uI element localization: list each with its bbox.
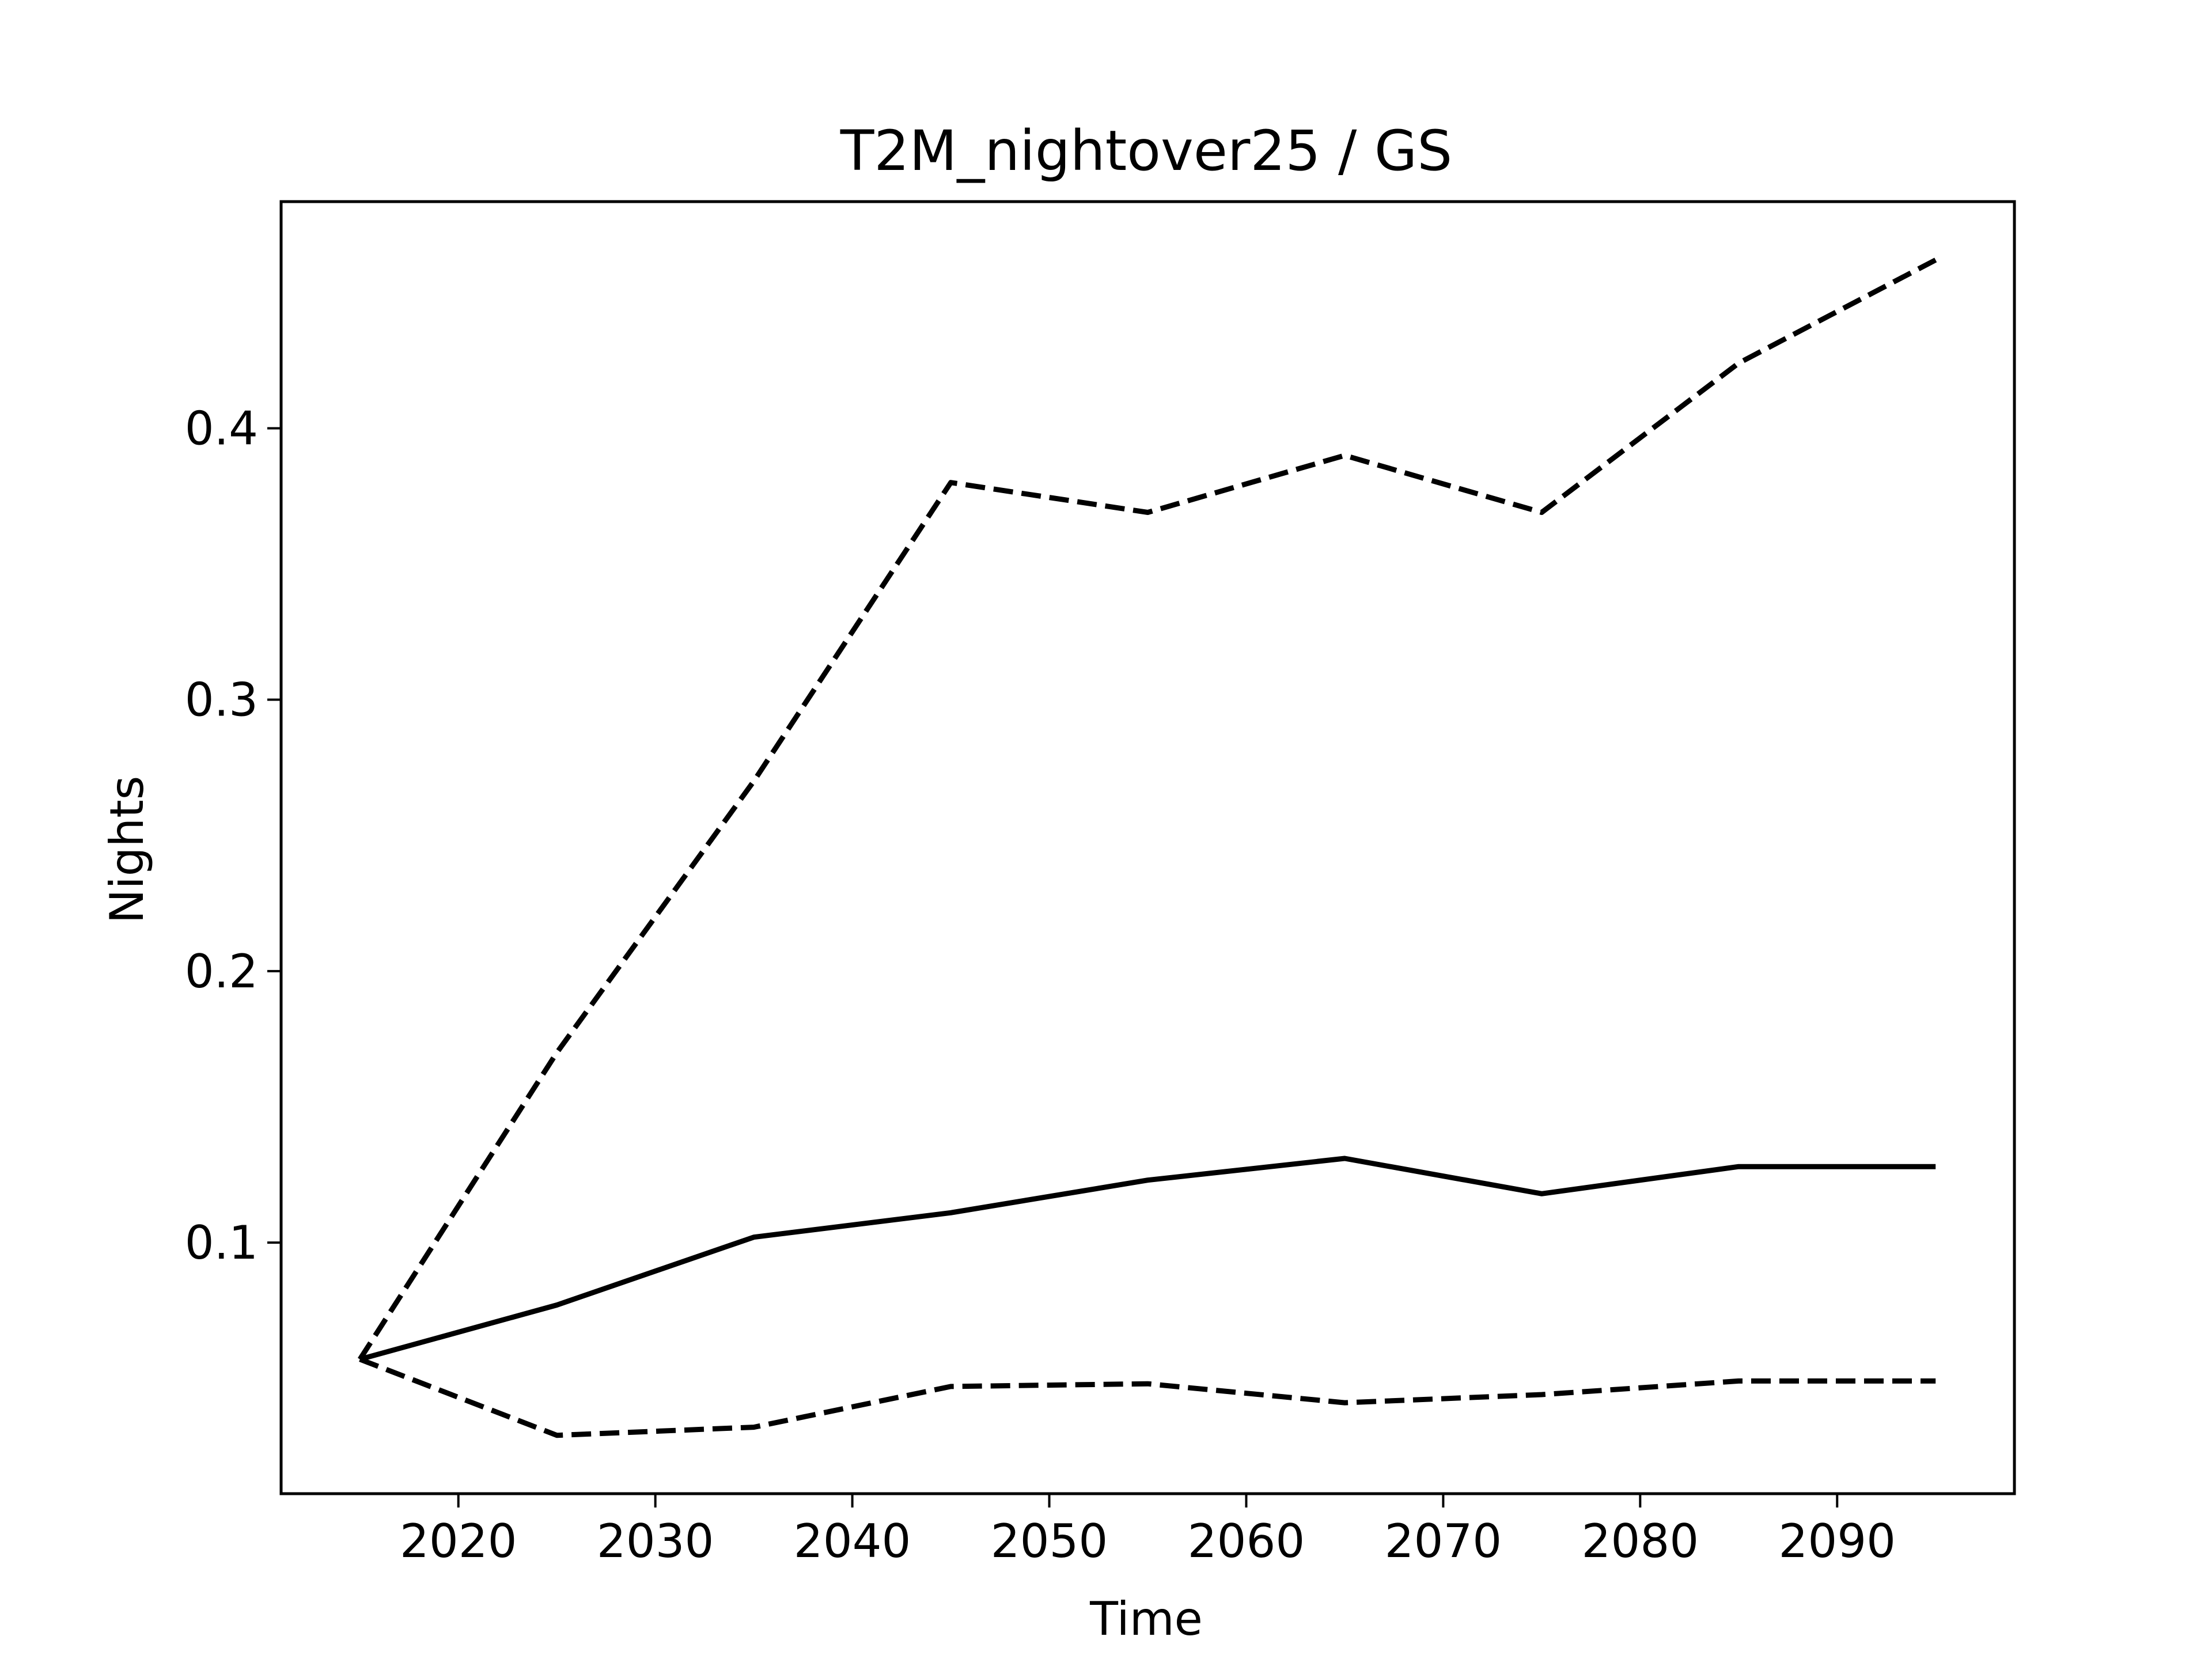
series-line-1 [359,1156,1936,1362]
series-layer [358,257,1937,1438]
y-axis-label: Nights [100,776,154,924]
x-tick-label: 2090 [1778,1514,1896,1568]
x-axis-ticks: 2020 2030 2040 2050 2060 2070 2080 2090 [400,1494,1896,1568]
y-tick-label: 0.2 [185,945,258,998]
y-tick-label: 0.3 [185,673,258,727]
chart-title: T2M_nightover25 / GS [840,119,1452,183]
series-line-2 [359,1357,1936,1438]
y-tick-label: 0.1 [185,1216,258,1270]
x-tick-label: 2030 [597,1514,714,1568]
x-tick-label: 2050 [991,1514,1108,1568]
plot-frame [279,200,2016,1495]
y-axis-ticks: 0.1 0.2 0.3 0.4 [185,402,281,1270]
x-tick-label: 2070 [1385,1514,1502,1568]
series-line-0 [358,257,1937,1361]
x-tick-label: 2060 [1188,1514,1305,1568]
y-tick-label: 0.4 [185,402,258,455]
x-tick-label: 2080 [1582,1514,1699,1568]
x-tick-label: 2020 [400,1514,517,1568]
x-tick-label: 2040 [794,1514,911,1568]
x-axis-label: Time [1089,1592,1203,1646]
